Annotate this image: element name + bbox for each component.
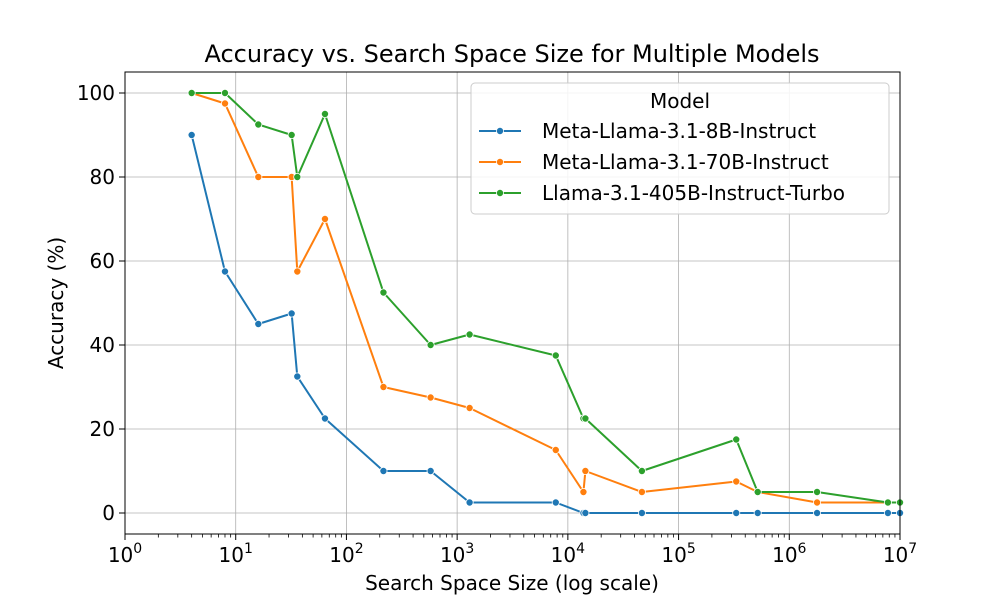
legend-entry: Llama-3.1-405B-Instruct-Turbo <box>479 181 845 205</box>
data-point <box>732 477 741 486</box>
chart-title: Accuracy vs. Search Space Size for Multi… <box>204 40 819 68</box>
x-tick-label: 105 <box>661 541 695 567</box>
data-point <box>379 288 388 297</box>
series-layer <box>187 89 905 517</box>
data-point <box>320 110 329 119</box>
series-line <box>191 92 900 504</box>
data-point <box>254 172 263 181</box>
data-point <box>581 414 590 423</box>
data-point <box>465 498 474 507</box>
data-point <box>293 372 302 381</box>
x-tick-label: 106 <box>772 541 806 567</box>
legend-marker <box>495 157 504 166</box>
data-point <box>813 487 822 496</box>
axis-ticks: 100 101 102 103 104 105 106 107 0 20 40 60 80 100 <box>77 81 917 567</box>
legend-marker <box>495 188 504 197</box>
x-tick-label: 103 <box>440 541 474 567</box>
data-point <box>637 466 646 475</box>
y-tick-label: 60 <box>90 249 115 273</box>
data-point <box>320 414 329 423</box>
data-point <box>293 172 302 181</box>
data-point <box>293 267 302 276</box>
data-point <box>287 309 296 318</box>
series-group <box>187 130 905 517</box>
legend-entry: Meta-Llama-3.1-70B-Instruct <box>479 150 829 174</box>
data-point <box>581 466 590 475</box>
legend-title: Model <box>650 89 710 113</box>
legend-label: Llama-3.1-405B-Instruct-Turbo <box>542 181 845 205</box>
data-point <box>426 340 435 349</box>
data-point <box>732 435 741 444</box>
data-point <box>379 382 388 391</box>
data-point <box>883 508 892 517</box>
data-point <box>220 89 229 98</box>
data-point <box>426 466 435 475</box>
x-tick-label: 107 <box>883 541 917 567</box>
y-tick-label: 0 <box>102 501 115 525</box>
data-point <box>753 508 762 517</box>
data-point <box>551 351 560 360</box>
y-axis-title: Accuracy (%) <box>44 237 68 369</box>
legend-entry: Meta-Llama-3.1-8B-Instruct <box>479 119 816 143</box>
data-point <box>551 498 560 507</box>
data-point <box>220 267 229 276</box>
data-point <box>637 487 646 496</box>
series-line <box>190 134 900 514</box>
y-tick-label: 40 <box>90 333 115 357</box>
data-point <box>426 393 435 402</box>
data-point <box>465 330 474 339</box>
data-point <box>753 487 762 496</box>
y-tick-label: 20 <box>90 417 115 441</box>
data-point <box>254 120 263 129</box>
data-point <box>813 498 822 507</box>
data-point <box>254 319 263 328</box>
series-group <box>187 89 905 507</box>
x-tick-label: 102 <box>329 541 363 567</box>
legend-label: Meta-Llama-3.1-70B-Instruct <box>542 150 829 174</box>
data-point <box>579 487 588 496</box>
legend: Model Meta-Llama-3.1-8B-Instruct Meta-Lla… <box>470 82 890 215</box>
data-point <box>379 466 388 475</box>
plot-frame <box>124 71 901 535</box>
data-point <box>187 130 196 139</box>
data-point <box>637 508 646 517</box>
data-point <box>581 508 590 517</box>
data-point <box>732 508 741 517</box>
y-tick-label: 100 <box>77 81 115 105</box>
data-point <box>187 89 196 98</box>
x-tick-label: 100 <box>108 541 142 567</box>
x-axis-title: Search Space Size (log scale) <box>365 571 659 595</box>
x-tick-label: 101 <box>219 541 253 567</box>
legend-marker <box>495 127 504 136</box>
legend-label: Meta-Llama-3.1-8B-Instruct <box>542 119 816 143</box>
data-point <box>813 508 822 517</box>
y-tick-label: 80 <box>90 165 115 189</box>
series-line <box>191 92 900 504</box>
data-point <box>883 498 892 507</box>
data-point <box>220 99 229 108</box>
data-point <box>465 403 474 412</box>
data-point <box>320 214 329 223</box>
data-point <box>551 445 560 454</box>
legend-box <box>470 82 890 215</box>
x-tick-label: 104 <box>551 541 585 567</box>
data-point <box>287 130 296 139</box>
